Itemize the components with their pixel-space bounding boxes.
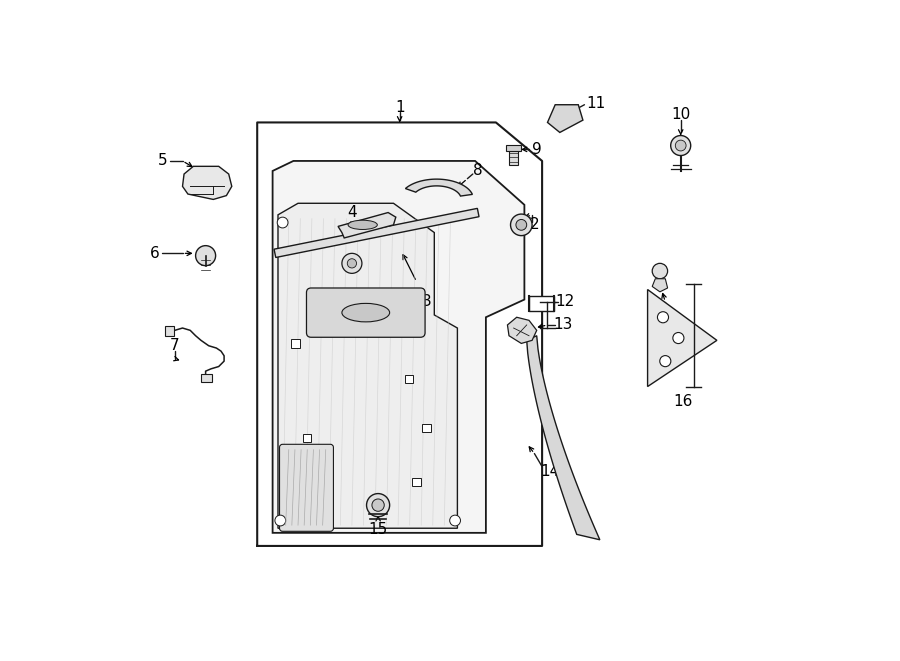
Circle shape <box>342 253 362 274</box>
Polygon shape <box>526 336 600 540</box>
Polygon shape <box>648 290 717 387</box>
Text: 17: 17 <box>656 321 675 336</box>
Text: 13: 13 <box>554 317 572 332</box>
Circle shape <box>277 217 288 228</box>
Text: 7: 7 <box>170 338 180 353</box>
Bar <box>292 339 300 348</box>
FancyBboxPatch shape <box>307 288 425 337</box>
Text: 8: 8 <box>473 163 483 178</box>
Polygon shape <box>338 213 396 238</box>
Text: 12: 12 <box>555 294 575 309</box>
Circle shape <box>516 219 526 230</box>
Text: 16: 16 <box>673 395 693 409</box>
FancyBboxPatch shape <box>280 444 333 531</box>
Polygon shape <box>274 208 479 258</box>
Text: 11: 11 <box>587 96 606 110</box>
Circle shape <box>670 136 690 155</box>
Text: 6: 6 <box>150 246 159 261</box>
Circle shape <box>675 140 686 151</box>
Circle shape <box>274 515 285 526</box>
Circle shape <box>510 214 532 235</box>
Polygon shape <box>278 204 457 528</box>
Circle shape <box>366 494 390 517</box>
Bar <box>422 424 431 432</box>
Polygon shape <box>405 179 472 196</box>
Text: 3: 3 <box>422 294 431 309</box>
Text: 2: 2 <box>529 217 539 233</box>
Bar <box>506 145 521 151</box>
Polygon shape <box>183 167 232 200</box>
Ellipse shape <box>342 303 390 322</box>
Bar <box>405 375 413 383</box>
Circle shape <box>673 332 684 344</box>
Circle shape <box>652 263 668 279</box>
Polygon shape <box>652 279 668 292</box>
Text: 10: 10 <box>671 107 690 122</box>
Bar <box>529 295 554 311</box>
Text: 9: 9 <box>532 142 542 157</box>
Circle shape <box>657 312 669 323</box>
Bar <box>412 478 421 486</box>
Bar <box>509 148 518 165</box>
Bar <box>201 374 212 382</box>
Polygon shape <box>508 317 536 344</box>
Bar <box>303 434 311 442</box>
Ellipse shape <box>348 220 377 229</box>
Circle shape <box>195 246 216 266</box>
Circle shape <box>660 356 670 367</box>
Text: 1: 1 <box>395 100 404 114</box>
Circle shape <box>372 499 384 512</box>
Circle shape <box>450 515 461 526</box>
Text: 4: 4 <box>347 205 356 220</box>
Circle shape <box>347 258 356 268</box>
Text: 5: 5 <box>158 153 167 169</box>
Text: 15: 15 <box>368 522 388 537</box>
Bar <box>165 327 174 336</box>
Polygon shape <box>273 161 525 533</box>
Polygon shape <box>547 104 583 132</box>
Text: 14: 14 <box>540 464 560 479</box>
